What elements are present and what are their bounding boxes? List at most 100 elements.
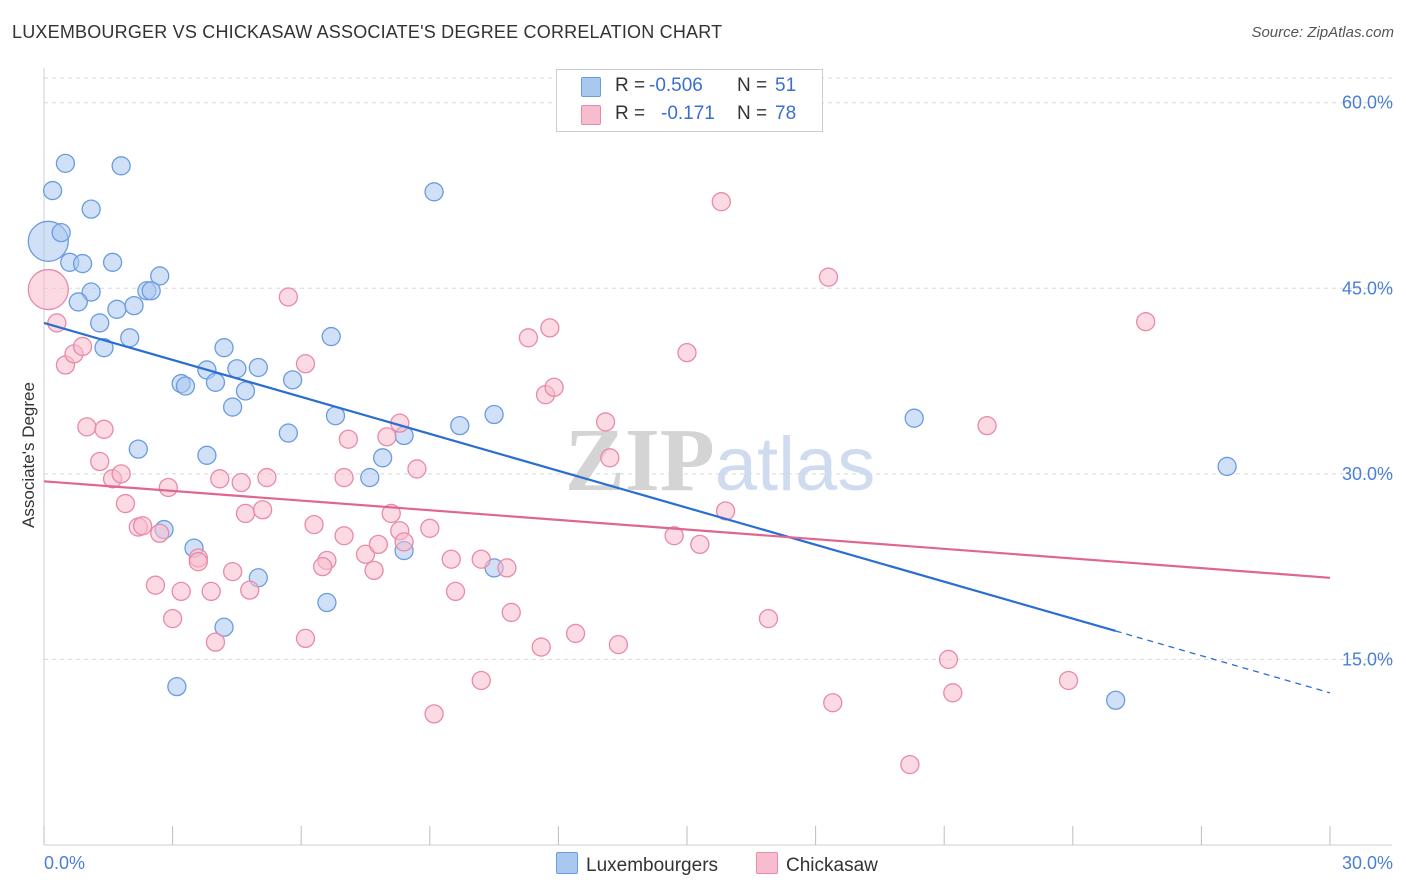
point-chickasaw bbox=[90, 451, 110, 472]
point-chickasaw bbox=[943, 683, 963, 703]
n-label: N = bbox=[737, 103, 768, 124]
point-luxembourgers bbox=[450, 415, 470, 436]
point-chickasaw bbox=[222, 561, 243, 582]
point-chickasaw bbox=[818, 267, 839, 287]
chart-title: LUXEMBOURGER VS CHICKASAW ASSOCIATE'S DE… bbox=[12, 22, 723, 42]
point-luxembourgers bbox=[55, 153, 76, 174]
bottom-legend-luxembourgers[interactable]: Luxembourgers bbox=[556, 852, 718, 877]
point-chickasaw bbox=[231, 472, 251, 493]
trendline-extension-luxembourgers bbox=[1115, 630, 1331, 694]
point-chickasaw bbox=[600, 448, 620, 468]
point-luxembourgers bbox=[205, 372, 226, 392]
legend-swatch-luxembourgers bbox=[581, 77, 601, 97]
point-chickasaw bbox=[531, 637, 551, 657]
point-chickasaw bbox=[334, 526, 354, 546]
point-chickasaw bbox=[240, 580, 260, 600]
point-chickasaw bbox=[377, 427, 397, 447]
point-luxembourgers bbox=[167, 677, 187, 697]
point-luxembourgers bbox=[102, 252, 123, 272]
point-luxembourgers bbox=[317, 592, 337, 613]
point-chickasaw bbox=[471, 670, 491, 691]
point-chickasaw bbox=[677, 342, 697, 363]
point-chickasaw bbox=[544, 377, 564, 397]
point-chickasaw bbox=[497, 558, 517, 578]
watermark-atlas: atlas bbox=[715, 422, 876, 507]
point-chickasaw bbox=[1058, 670, 1079, 691]
point-luxembourgers bbox=[107, 299, 127, 319]
trendline-chickasaw bbox=[43, 480, 1331, 579]
point-luxembourgers bbox=[111, 156, 131, 176]
point-luxembourgers bbox=[282, 370, 303, 390]
point-chickasaw bbox=[295, 628, 316, 649]
point-chickasaw bbox=[278, 287, 298, 307]
point-chickasaw bbox=[664, 526, 684, 546]
point-luxembourgers bbox=[197, 445, 217, 465]
point-chickasaw bbox=[205, 632, 226, 652]
point-chickasaw bbox=[72, 336, 93, 357]
point-chickasaw bbox=[295, 354, 316, 374]
point-chickasaw bbox=[77, 417, 97, 437]
trend-lines bbox=[43, 321, 1331, 694]
point-luxembourgers bbox=[278, 423, 298, 443]
point-chickasaw bbox=[711, 192, 731, 212]
point-luxembourgers bbox=[81, 199, 101, 219]
point-chickasaw bbox=[158, 477, 178, 498]
point-chickasaw bbox=[201, 581, 221, 602]
bottom-legend-chickasaw[interactable]: Chickasaw bbox=[756, 852, 878, 877]
point-chickasaw bbox=[758, 608, 779, 629]
r-label: R = bbox=[615, 75, 646, 96]
r-label: R = bbox=[615, 103, 646, 124]
legend-swatch-chickasaw bbox=[581, 105, 601, 125]
y-tick-label: 45.0% bbox=[1342, 278, 1393, 298]
point-chickasaw bbox=[210, 469, 230, 489]
point-chickasaw bbox=[501, 602, 521, 623]
point-chickasaw bbox=[471, 549, 491, 569]
point-chickasaw bbox=[235, 503, 256, 524]
point-chickasaw bbox=[823, 693, 843, 713]
point-chickasaw bbox=[27, 268, 69, 311]
point-chickasaw bbox=[518, 328, 539, 348]
x-tick-label: 0.0% bbox=[44, 853, 85, 873]
point-chickasaw bbox=[150, 523, 170, 543]
point-chickasaw bbox=[145, 575, 166, 595]
point-luxembourgers bbox=[175, 376, 196, 396]
y-tick-label: 15.0% bbox=[1342, 649, 1393, 669]
stats-legend: R = -0.506 N = 51 R = -0.171 N = 78 bbox=[556, 69, 823, 132]
point-chickasaw bbox=[394, 532, 414, 552]
point-chickasaw bbox=[338, 429, 359, 449]
source-label: Source: ZipAtlas.com bbox=[1251, 24, 1394, 41]
point-luxembourgers bbox=[248, 357, 268, 378]
point-chickasaw bbox=[407, 459, 427, 479]
point-luxembourgers bbox=[141, 281, 161, 301]
y-axis-label: Associate's Degree bbox=[19, 382, 38, 528]
trendline-luxembourgers bbox=[43, 321, 1116, 633]
point-chickasaw bbox=[312, 557, 333, 577]
data-points bbox=[27, 153, 1237, 775]
n-value-chickasaw: 78 bbox=[775, 103, 797, 124]
point-luxembourgers bbox=[42, 180, 63, 201]
point-chickasaw bbox=[368, 534, 389, 555]
r-value-chickasaw: -0.171 bbox=[661, 103, 715, 124]
point-chickasaw bbox=[355, 544, 376, 564]
point-luxembourgers bbox=[94, 338, 114, 358]
bottom-swatch-chickasaw bbox=[756, 852, 778, 874]
point-luxembourgers bbox=[51, 222, 71, 243]
point-luxembourgers bbox=[120, 328, 140, 348]
point-luxembourgers bbox=[904, 408, 924, 428]
point-luxembourgers bbox=[1217, 456, 1237, 477]
point-luxembourgers bbox=[90, 313, 110, 333]
point-luxembourgers bbox=[372, 448, 393, 468]
r-value-luxembourgers: -0.506 bbox=[649, 75, 703, 96]
point-chickasaw bbox=[94, 419, 114, 439]
tick-labels: 15.0% 30.0% 45.0% 60.0% 0.0% 30.0% bbox=[44, 93, 1393, 873]
point-luxembourgers bbox=[150, 266, 170, 286]
n-label: N = bbox=[737, 75, 768, 96]
axes bbox=[43, 68, 1392, 846]
point-luxembourgers bbox=[424, 182, 444, 202]
point-chickasaw bbox=[188, 552, 208, 572]
bottom-swatch-luxembourgers bbox=[556, 852, 578, 874]
point-chickasaw bbox=[171, 581, 191, 602]
point-luxembourgers bbox=[321, 326, 341, 347]
point-chickasaw bbox=[690, 534, 710, 555]
